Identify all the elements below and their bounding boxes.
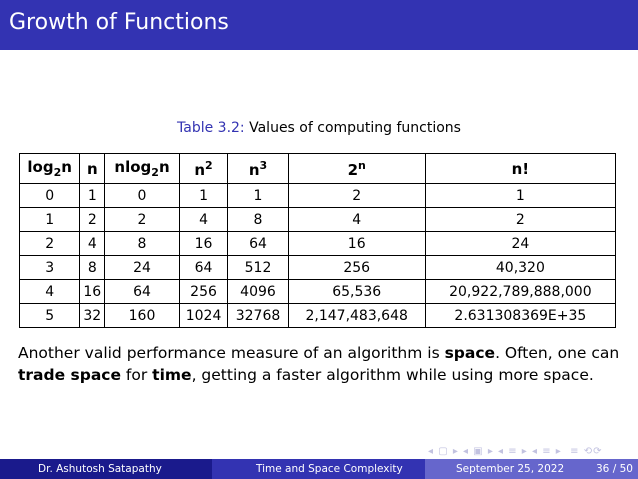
table-cell: 2 <box>424 207 617 232</box>
caption-label: Table 3.2: <box>177 120 245 136</box>
values-table: log2n n nlog2n n2 n3 2n n! 0 1 0 1 1 2 1 1 2 2 4 8 4 2 2 4 8 16… <box>18 153 617 328</box>
table-cell: 2 <box>79 207 106 232</box>
table-cell: 1 <box>424 183 617 208</box>
table-row: 4 16 64 256 4096 65,536 20,922,789,888,000 <box>18 279 617 304</box>
table-header-row: log2n n nlog2n n2 n3 2n n! <box>18 153 617 184</box>
table-cell: 4 <box>79 231 106 256</box>
column-header: nlog2n <box>104 153 180 184</box>
table-cell: 1 <box>227 183 289 208</box>
table-cell: 64 <box>227 231 289 256</box>
table-cell: 5 <box>18 303 81 328</box>
table-cell: 160 <box>104 303 180 328</box>
table-cell: 2 <box>287 183 426 208</box>
column-header: n! <box>424 153 617 184</box>
column-header: n2 <box>178 153 229 184</box>
para-bold-time: time <box>152 366 192 384</box>
slide-title-bar: Growth of Functions <box>0 0 638 50</box>
slide-title: Growth of Functions <box>9 10 229 35</box>
table-cell: 512 <box>227 255 289 280</box>
footer-bar: Dr. Ashutosh Satapathy Time and Space Co… <box>0 459 638 479</box>
table-cell: 32 <box>79 303 106 328</box>
table-row: 3 8 24 64 512 256 40,320 <box>18 255 617 280</box>
footer-author: Dr. Ashutosh Satapathy <box>38 463 162 475</box>
table-cell: 256 <box>178 279 229 304</box>
footer-date: September 25, 2022 <box>456 463 565 475</box>
table-caption: Table 3.2: Values of computing functions <box>0 120 638 136</box>
table-body: 0 1 0 1 1 2 1 1 2 2 4 8 4 2 2 4 8 16 64 16 24 3 8 24 64 512 256 40,… <box>18 183 617 328</box>
table-cell: 4 <box>178 207 229 232</box>
table-cell: 8 <box>79 255 106 280</box>
column-header: 2n <box>287 153 426 184</box>
table-cell: 24 <box>104 255 180 280</box>
table-row: 5 32 160 1024 32768 2,147,483,648 2.631308369E… <box>18 303 617 328</box>
column-header: n3 <box>227 153 289 184</box>
table-cell: 0 <box>104 183 180 208</box>
footer-date-cell: September 25, 2022 36 / 50 <box>425 459 638 479</box>
para-text-3: for <box>121 366 153 384</box>
table-cell: 32768 <box>227 303 289 328</box>
table-cell: 24 <box>424 231 617 256</box>
column-header: n <box>79 153 106 184</box>
footer-page-number: 36 / 50 <box>596 463 633 475</box>
table-cell: 1024 <box>178 303 229 328</box>
table-row: 2 4 8 16 64 16 24 <box>18 231 617 256</box>
column-header: log2n <box>18 153 81 184</box>
table-cell: 20,922,789,888,000 <box>424 279 617 304</box>
table-cell: 8 <box>227 207 289 232</box>
table-cell: 2 <box>104 207 180 232</box>
table-cell: 256 <box>287 255 426 280</box>
table-cell: 16 <box>287 231 426 256</box>
table-cell: 64 <box>104 279 180 304</box>
para-text-1: Another valid performance measure of an … <box>18 344 445 362</box>
table-cell: 1 <box>79 183 106 208</box>
footer-topic: Time and Space Complexity <box>256 463 403 475</box>
table-cell: 4096 <box>227 279 289 304</box>
table-cell: 1 <box>18 207 81 232</box>
table-cell: 2,147,483,648 <box>287 303 426 328</box>
body-paragraph: Another valid performance measure of an … <box>18 342 628 386</box>
caption-text: Values of computing functions <box>249 120 461 136</box>
table-cell: 16 <box>79 279 106 304</box>
table-cell: 16 <box>178 231 229 256</box>
para-bold-space: space <box>444 344 496 362</box>
table-cell: 4 <box>287 207 426 232</box>
para-text-2: . Often, one can <box>495 344 620 362</box>
beamer-navigation-icons[interactable]: ◂ ▢ ▸ ◂ ▣ ▸ ◂ ≡ ▸ ◂ ≡ ▸ ≡ ⟲⟳ <box>428 446 603 457</box>
table-cell: 40,320 <box>424 255 617 280</box>
table-cell: 4 <box>18 279 81 304</box>
table-cell: 65,536 <box>287 279 426 304</box>
table-cell: 64 <box>178 255 229 280</box>
para-text-4: , getting a faster algorithm while using… <box>191 366 594 384</box>
table-cell: 2 <box>18 231 81 256</box>
table-cell: 8 <box>104 231 180 256</box>
footer-topic-cell: Time and Space Complexity <box>212 459 425 479</box>
footer-author-cell: Dr. Ashutosh Satapathy <box>0 459 212 479</box>
table-cell: 2.631308369E+35 <box>424 303 617 328</box>
table-cell: 3 <box>18 255 81 280</box>
table-cell: 0 <box>18 183 81 208</box>
para-bold-trade-space: trade space <box>18 366 121 384</box>
table-cell: 1 <box>178 183 229 208</box>
